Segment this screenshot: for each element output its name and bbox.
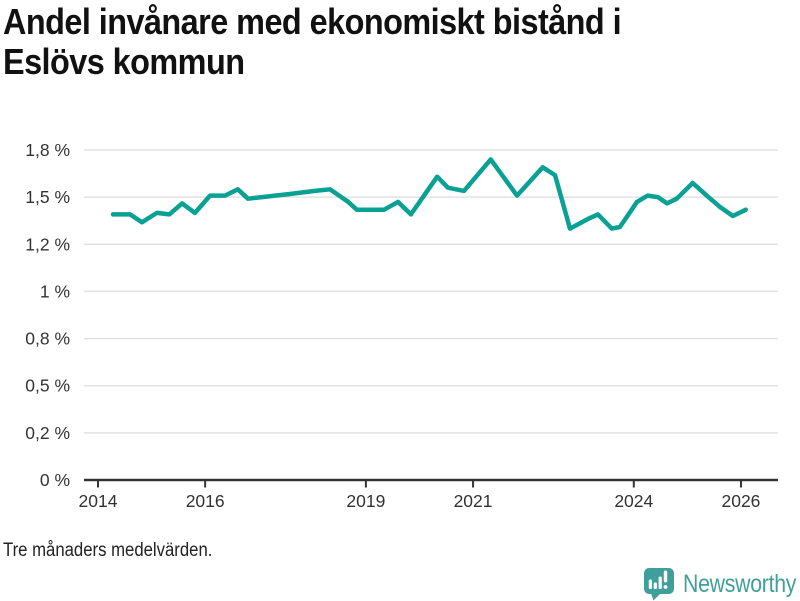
y-tick-label: 1,5 % — [25, 187, 70, 207]
x-tick-label: 2016 — [186, 491, 225, 511]
page-title-line1: Andel invånare med ekonomiskt bistånd i — [3, 1, 622, 42]
newsworthy-logo: Newsworthy — [643, 567, 800, 601]
data-series — [110, 157, 749, 231]
x-axis: 2014 2016 2019 2021 2024 2026 — [79, 478, 778, 511]
x-tick-label: 2026 — [721, 491, 760, 511]
y-tick-label: 0,8 % — [25, 329, 70, 349]
data-line — [110, 157, 749, 231]
x-tick-label: 2021 — [454, 491, 493, 511]
y-tick-label: 0,5 % — [25, 376, 70, 396]
line-chart-plot: 1,8 % 1,5 % 1,2 % 1 % 0,8 % 0,5 % 0,2 % 0 % 2014… — [25, 140, 778, 511]
x-tick-label: 2024 — [614, 491, 653, 511]
x-tick-label: 2019 — [346, 491, 385, 511]
y-tick-label: 1,8 % — [25, 140, 70, 160]
y-tick-label: 0,2 % — [25, 423, 70, 443]
y-axis-labels: 1,8 % 1,5 % 1,2 % 1 % 0,8 % 0,5 % 0,2 % 0 % — [25, 140, 70, 490]
footnote: Tre månaders medelvärden. — [3, 540, 213, 561]
x-tick-label: 2014 — [79, 491, 118, 511]
y-gridlines — [84, 149, 778, 434]
newsworthy-wordmark: Newsworthy — [683, 569, 797, 598]
y-tick-label: 1 % — [40, 281, 70, 301]
y-tick-label: 0 % — [40, 470, 70, 490]
newsworthy-barchart-bubble-icon — [644, 568, 674, 601]
page-title-line2: Eslövs kommun — [3, 41, 245, 82]
y-tick-label: 1,2 % — [25, 234, 70, 254]
